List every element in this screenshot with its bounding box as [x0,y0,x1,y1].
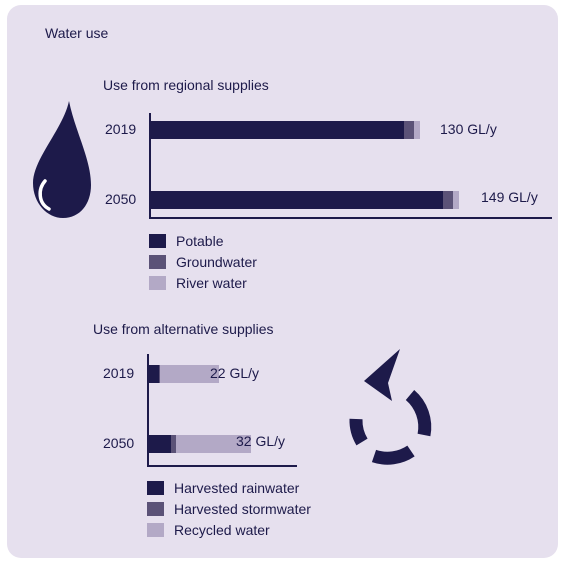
alternative-total-label: 32 GL/y [236,433,286,449]
legend-label: Harvested stormwater [174,501,311,517]
legend-item-harvested-stormwater: Harvested stormwater [147,501,311,517]
bar-segment-harvested-stormwater [158,365,161,383]
bar-segment-potable [151,191,443,209]
regional-total-label: 149 GL/y [481,189,538,205]
regional-year-label: 2050 [105,191,137,207]
legend-swatch [149,255,166,269]
legend-swatch [147,502,164,516]
regional-year-label: 2019 [105,121,137,137]
legend-item-recycled-water: Recycled water [147,522,270,538]
alternative-x-axis [147,465,297,467]
legend-item-groundwater: Groundwater [149,254,257,270]
bar-segment-recycled-water [160,365,220,383]
bar-segment-groundwater [442,191,454,209]
legend-swatch [149,276,166,290]
alternative-bar-2050 [149,435,252,453]
bar-segment-potable [151,121,404,139]
bar-segment-recycled-water [176,435,252,453]
alternative-year-label: 2019 [103,365,135,381]
legend-label: Harvested rainwater [174,480,300,496]
bar-segment-harvested-rainwater [149,435,172,453]
regional-x-axis [149,217,552,219]
legend-swatch [149,234,166,248]
alternative-y-axis [147,354,149,466]
legend-swatch [147,481,164,495]
legend-label: Groundwater [176,254,257,270]
water-drop-icon [33,101,91,218]
legend-swatch [147,523,164,537]
regional-bar-2050 [151,191,460,209]
regional-total-label: 130 GL/y [440,121,497,137]
bar-segment-river-water [453,191,460,209]
legend-item-potable: Potable [149,233,223,249]
legend-label: Potable [176,233,224,249]
bar-segment-groundwater [403,121,414,139]
card-title: Water use [45,25,109,41]
alternative-bar-2019 [149,365,220,383]
water-use-card [7,5,558,558]
recycle-arrow-icon [349,349,432,465]
regional-bar-2019 [151,121,421,139]
alternative-total-label: 22 GL/y [210,365,260,381]
legend-label: Recycled water [174,522,270,538]
bar-segment-river-water [413,121,421,139]
legend-item-harvested-rainwater: Harvested rainwater [147,480,299,496]
legend-item-river-water: River water [149,275,247,291]
alternative-chart-title: Use from alternative supplies [93,321,274,337]
legend-label: River water [176,275,247,291]
regional-y-axis [149,113,151,218]
regional-chart-title: Use from regional supplies [103,77,269,93]
alternative-year-label: 2050 [103,435,135,451]
bar-segment-harvested-rainwater [149,365,159,383]
bar-segment-harvested-stormwater [171,435,177,453]
